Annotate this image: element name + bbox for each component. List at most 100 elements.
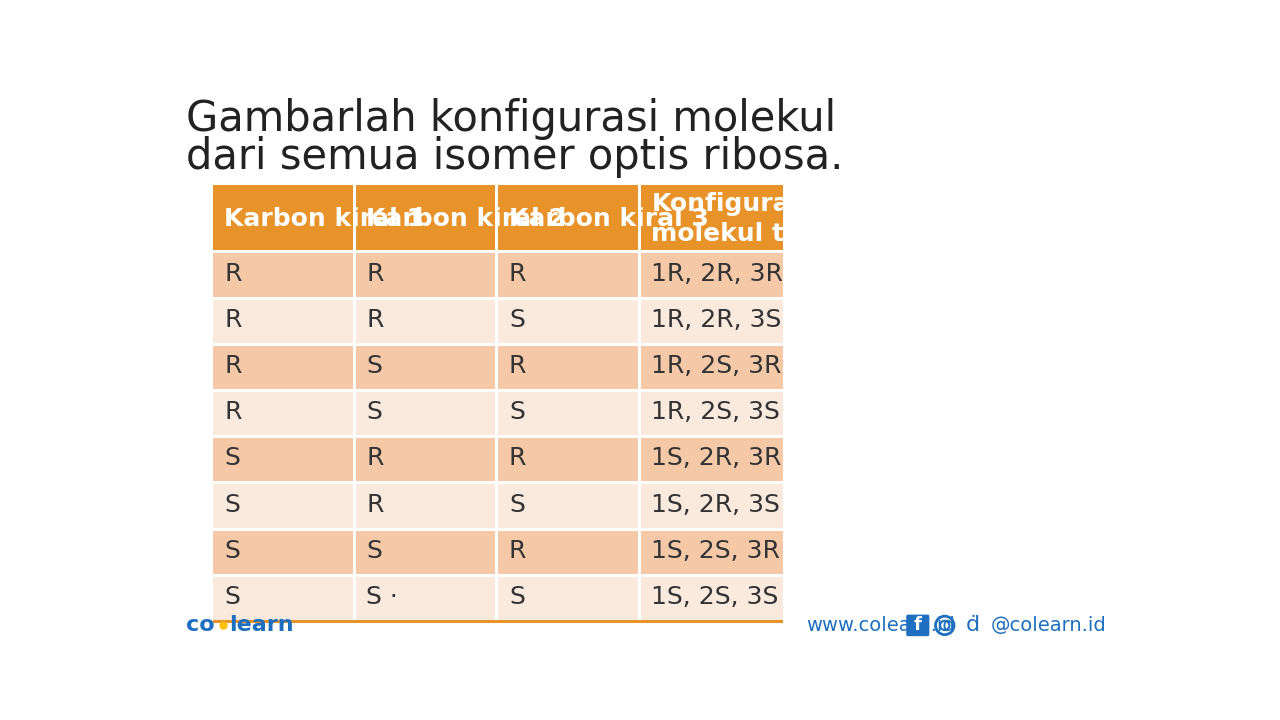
Bar	[356, 482, 498, 528]
Bar	[637, 389, 640, 435]
Bar	[498, 482, 640, 528]
Text: 1S, 2R, 3S: 1S, 2R, 3S	[652, 492, 781, 516]
Text: R: R	[224, 400, 242, 424]
Bar	[640, 343, 783, 389]
Bar	[214, 389, 783, 392]
Text: S: S	[509, 307, 525, 332]
Bar	[495, 185, 498, 251]
Text: R: R	[509, 354, 526, 378]
Bar	[637, 482, 640, 528]
Bar	[214, 482, 783, 485]
Bar	[495, 482, 498, 528]
Text: R: R	[509, 261, 526, 286]
Text: Karbon kiral 3: Karbon kiral 3	[509, 207, 709, 231]
Bar	[356, 343, 498, 389]
Bar	[640, 435, 783, 482]
Bar	[637, 574, 640, 620]
Text: 1S, 2S, 3R: 1S, 2S, 3R	[652, 539, 781, 563]
Text: R: R	[224, 261, 242, 286]
Bar	[214, 435, 783, 438]
Text: www.colearn.id: www.colearn.id	[806, 616, 955, 635]
Text: 1R, 2S, 3S: 1R, 2S, 3S	[652, 400, 781, 424]
Text: R: R	[366, 446, 384, 470]
Text: S: S	[224, 585, 239, 609]
Bar	[495, 435, 498, 482]
Bar	[640, 297, 783, 343]
Text: S: S	[224, 492, 239, 516]
Text: R: R	[366, 261, 384, 286]
Bar	[495, 389, 498, 435]
Bar	[356, 297, 498, 343]
Bar	[495, 574, 498, 620]
Text: co: co	[187, 616, 215, 636]
Text: R: R	[224, 354, 242, 378]
Bar	[214, 185, 356, 251]
Text: 1R, 2R, 3R: 1R, 2R, 3R	[652, 261, 783, 286]
Bar	[352, 482, 356, 528]
Bar	[498, 251, 640, 297]
Bar	[352, 251, 356, 297]
Bar	[637, 251, 640, 297]
Bar	[498, 389, 640, 435]
Text: f: f	[914, 616, 922, 634]
Bar	[637, 185, 640, 251]
Circle shape	[947, 620, 950, 623]
Bar	[214, 435, 356, 482]
Text: S: S	[366, 354, 383, 378]
Bar	[498, 297, 640, 343]
Text: 1R, 2S, 3R: 1R, 2S, 3R	[652, 354, 782, 378]
Bar	[637, 528, 640, 574]
Text: @colearn.id: @colearn.id	[991, 616, 1107, 635]
Text: S: S	[509, 492, 525, 516]
Bar	[214, 343, 356, 389]
Bar	[356, 185, 498, 251]
Text: Gambarlah konfigurasi molekul: Gambarlah konfigurasi molekul	[187, 98, 836, 140]
Text: S: S	[224, 539, 239, 563]
Text: S: S	[509, 400, 525, 424]
Text: learn: learn	[229, 616, 293, 636]
Bar	[640, 528, 783, 574]
Text: S: S	[509, 585, 525, 609]
Bar	[214, 528, 356, 574]
Text: R: R	[366, 492, 384, 516]
Bar	[214, 574, 783, 577]
Text: S ·: S ·	[366, 585, 398, 609]
Text: R: R	[509, 446, 526, 470]
Bar	[498, 185, 640, 251]
Bar	[495, 297, 498, 343]
Bar	[495, 251, 498, 297]
Bar	[214, 482, 356, 528]
Text: Konfigurasi
molekul total: Konfigurasi molekul total	[652, 192, 840, 246]
Bar	[356, 574, 498, 620]
Bar	[356, 528, 498, 574]
Text: Karbon kiral 2: Karbon kiral 2	[366, 207, 566, 231]
Text: Karbon kiral 1: Karbon kiral 1	[224, 207, 424, 231]
Bar	[637, 435, 640, 482]
Bar	[352, 528, 356, 574]
Bar	[214, 574, 356, 620]
Bar	[498, 574, 640, 620]
Bar	[352, 574, 356, 620]
Bar	[356, 389, 498, 435]
Bar	[495, 343, 498, 389]
Bar	[637, 297, 640, 343]
Text: 1S, 2S, 3S: 1S, 2S, 3S	[652, 585, 778, 609]
Bar	[356, 251, 498, 297]
Text: 1R, 2R, 3S: 1R, 2R, 3S	[652, 307, 782, 332]
Bar	[356, 435, 498, 482]
Bar	[498, 528, 640, 574]
Bar	[352, 435, 356, 482]
Bar	[640, 251, 783, 297]
Text: R: R	[366, 307, 384, 332]
Bar	[640, 185, 783, 251]
Bar	[640, 574, 783, 620]
Bar	[495, 528, 498, 574]
Bar	[214, 297, 356, 343]
Bar	[640, 482, 783, 528]
Bar	[352, 297, 356, 343]
Text: S: S	[224, 446, 239, 470]
Bar	[214, 185, 783, 620]
Bar	[498, 435, 640, 482]
Bar	[352, 389, 356, 435]
Text: ḋ: ḋ	[966, 616, 980, 636]
